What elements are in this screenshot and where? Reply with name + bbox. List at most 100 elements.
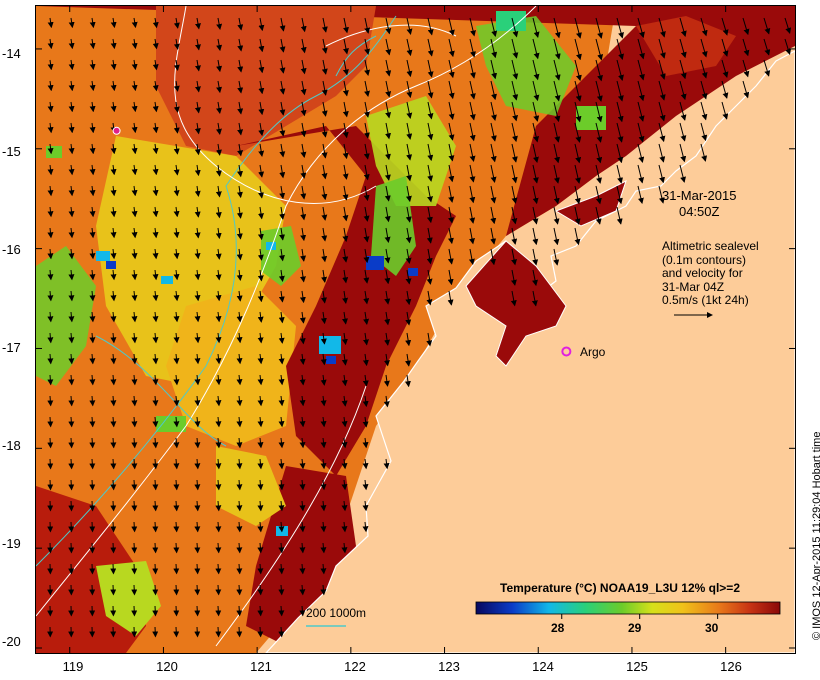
velocity-arrow — [553, 122, 561, 143]
sst-map[interactable] — [35, 5, 796, 654]
velocity-arrow — [406, 38, 413, 57]
velocity-arrow — [385, 143, 391, 161]
velocity-arrow — [173, 458, 180, 470]
velocity-arrow — [152, 59, 159, 71]
velocity-arrow — [215, 626, 222, 638]
velocity-arrow — [194, 416, 201, 428]
velocity-arrow — [47, 80, 54, 92]
velocity-arrow — [658, 143, 666, 163]
velocity-arrow — [194, 626, 201, 638]
velocity-arrow — [131, 227, 138, 239]
velocity-arrow — [616, 143, 624, 164]
velocity-arrow — [320, 479, 327, 491]
velocity-arrow — [173, 605, 180, 617]
velocity-arrow — [257, 227, 264, 241]
velocity-arrow — [258, 17, 265, 32]
velocity-arrow — [110, 227, 117, 239]
velocity-arrow — [257, 458, 264, 470]
velocity-arrow — [47, 479, 54, 491]
velocity-arrow — [469, 206, 476, 224]
velocity-arrow — [679, 143, 687, 163]
velocity-arrow — [700, 143, 708, 162]
velocity-arrow — [68, 101, 75, 113]
velocity-arrow — [742, 80, 750, 99]
velocity-arrow — [616, 59, 624, 82]
velocity-arrow — [194, 227, 201, 239]
velocity-arrow — [278, 395, 285, 407]
velocity-arrow — [89, 353, 96, 365]
velocity-arrow — [236, 248, 243, 261]
x-tick-label: 125 — [626, 659, 648, 674]
velocity-arrow — [89, 500, 96, 512]
velocity-arrow — [194, 122, 201, 135]
velocity-arrow — [236, 479, 243, 491]
velocity-arrow — [658, 101, 666, 122]
velocity-arrow — [595, 164, 602, 184]
velocity-arrow — [320, 563, 327, 575]
velocity-arrow — [532, 206, 539, 225]
altimetry-line: 0.5m/s (1kt 24h) — [662, 293, 749, 307]
velocity-arrow — [47, 38, 54, 50]
velocity-arrow — [553, 143, 560, 164]
velocity-arrow — [173, 584, 180, 596]
velocity-arrow — [469, 101, 476, 121]
velocity-arrow — [47, 437, 54, 449]
velocity-arrow — [553, 206, 560, 225]
velocity-arrow — [68, 374, 75, 386]
velocity-arrow — [427, 80, 434, 99]
velocity-arrow — [110, 185, 117, 197]
velocity-arrow — [152, 542, 159, 554]
velocity-arrow — [574, 38, 582, 61]
velocity-arrow — [131, 542, 138, 554]
velocity-arrow — [68, 458, 75, 470]
velocity-arrow — [257, 248, 264, 261]
velocity-arrow — [68, 143, 75, 155]
velocity-arrow — [299, 311, 306, 324]
velocity-arrow — [47, 374, 54, 386]
velocity-arrow — [511, 248, 518, 266]
velocity-arrow — [341, 395, 348, 407]
velocity-arrow — [194, 353, 201, 365]
velocity-arrow — [341, 500, 348, 512]
velocity-arrow — [384, 332, 391, 346]
velocity-arrow — [595, 206, 602, 225]
x-tick-label: 119 — [62, 659, 84, 674]
velocity-arrow — [215, 584, 222, 596]
velocity-arrow — [47, 353, 54, 365]
velocity-arrow — [131, 206, 138, 218]
velocity-arrow — [257, 584, 264, 596]
velocity-arrow — [89, 185, 96, 197]
velocity-arrow — [384, 164, 391, 181]
velocity-arrow — [427, 101, 434, 120]
velocity-arrow — [383, 458, 390, 470]
velocity-arrow — [384, 290, 391, 305]
velocity-arrow — [215, 269, 222, 281]
velocity-arrow — [47, 332, 54, 344]
velocity-arrow — [679, 80, 687, 101]
velocity-arrow — [278, 584, 285, 596]
velocity-arrow — [131, 185, 138, 197]
velocity-arrow — [215, 290, 222, 302]
axis-tick-marks — [36, 6, 795, 653]
velocity-arrow — [385, 59, 392, 77]
colorbar-swatch — [475, 601, 781, 615]
velocity-arrow — [362, 353, 369, 367]
velocity-arrow — [68, 479, 75, 491]
magenta-circle-icon[interactable] — [561, 346, 572, 357]
velocity-arrow — [405, 248, 412, 264]
velocity-arrow — [131, 143, 138, 155]
velocity-arrow — [658, 122, 666, 143]
magenta-dot-icon[interactable] — [112, 126, 121, 135]
velocity-arrow — [321, 206, 328, 221]
velocity-arrow — [616, 122, 624, 143]
velocity-arrow — [278, 626, 285, 638]
velocity-arrow — [152, 248, 159, 260]
velocity-arrow — [110, 59, 117, 71]
velocity-arrow — [616, 164, 623, 184]
velocity-arrow — [342, 59, 349, 76]
velocity-arrow — [152, 500, 159, 512]
velocity-arrow — [173, 80, 180, 92]
velocity-arrow — [258, 59, 265, 74]
velocity-arrow — [215, 227, 222, 240]
velocity-arrow — [68, 185, 75, 197]
